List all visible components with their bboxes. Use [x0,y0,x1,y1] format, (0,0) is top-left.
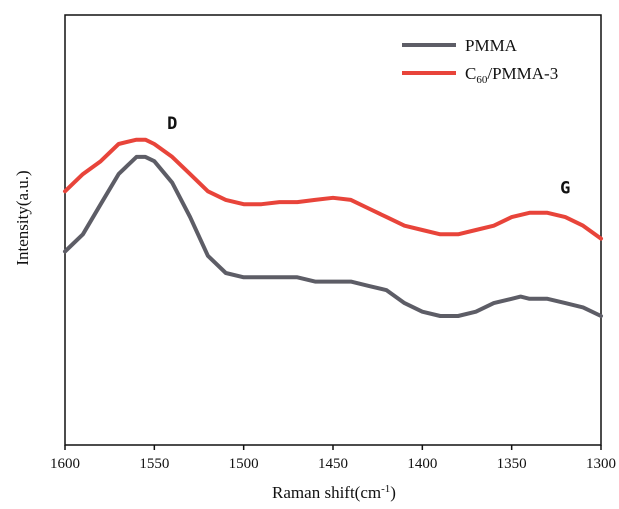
x-tick-label: 1400 [407,456,437,472]
series-lines [63,137,603,318]
peak-annotations: DG [167,114,570,199]
x-tick-label: 1350 [497,456,527,472]
series-line-c60-pmma-3 [63,137,603,241]
series-line-pmma [63,154,603,318]
x-tick-label: 1500 [229,456,259,472]
legend: PMMA C60/PMMA-3 [402,36,558,86]
legend-label-pmma: PMMA [465,36,518,55]
x-axis-label: Raman shift(cm-1) [272,483,396,502]
peak-label-g: G [560,178,570,198]
peak-label-d: D [167,114,177,134]
legend-label-c60-pmma-3: C60/PMMA-3 [465,64,558,86]
x-tick-label: 1550 [139,456,169,472]
x-axis-ticks: 1600 1550 1500 1450 1400 1350 1300 [50,445,616,472]
y-axis-label: Intensity(a.u.) [13,170,32,265]
x-tick-label: 1600 [50,456,80,472]
x-tick-label: 1450 [318,456,348,472]
x-tick-label: 1300 [586,456,616,472]
